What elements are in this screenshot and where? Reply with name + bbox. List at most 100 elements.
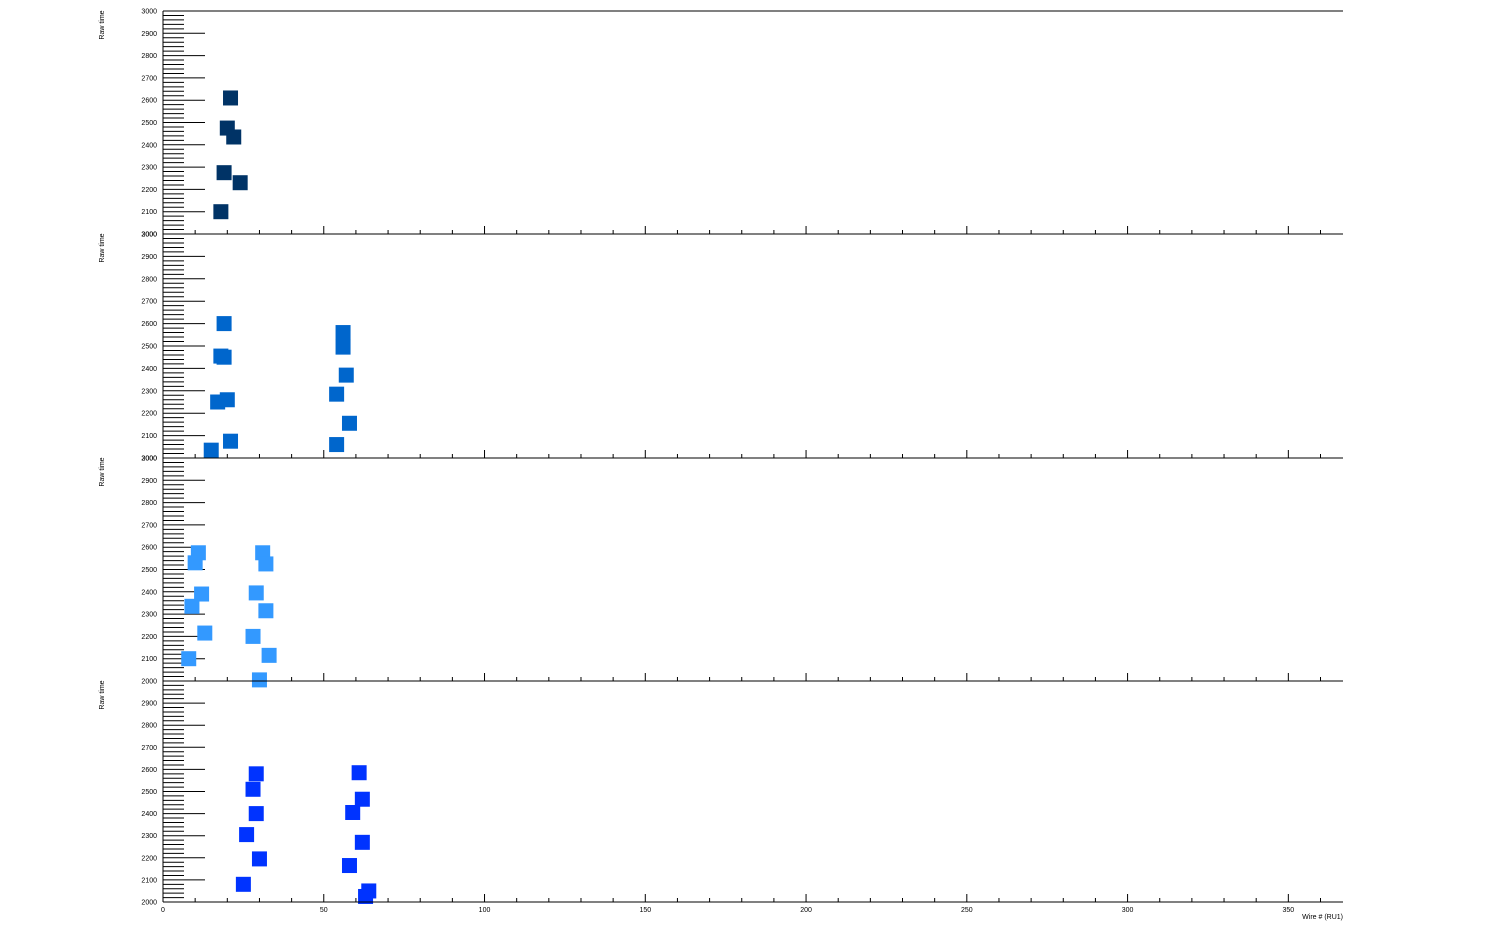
data-point — [351, 765, 367, 781]
y-tick-label: 3000 — [141, 232, 157, 239]
data-point — [226, 129, 242, 145]
data-point — [248, 766, 264, 782]
data-point — [216, 349, 232, 365]
y-tick-label: 2700 — [141, 299, 157, 306]
y-axis-label: Raw time — [99, 233, 106, 262]
data-point — [223, 433, 239, 449]
y-tick-label: 2800 — [141, 500, 157, 507]
data-point — [245, 781, 261, 797]
y-tick-label: 2000 — [141, 900, 157, 907]
y-tick-label: 2000 — [141, 679, 157, 686]
x-tick-label: 150 — [639, 907, 651, 914]
y-tick-label: 2200 — [141, 187, 157, 194]
y-tick-label: 2200 — [141, 634, 157, 641]
data-point — [213, 204, 229, 220]
y-axis-label: Raw time — [99, 10, 106, 39]
y-tick-label: 2100 — [141, 877, 157, 884]
y-tick-label: 2500 — [141, 120, 157, 127]
data-point — [341, 858, 357, 874]
data-point — [341, 415, 357, 431]
y-tick-label: 3000 — [141, 9, 157, 16]
data-point — [261, 647, 277, 663]
data-point — [251, 851, 267, 867]
data-point — [216, 316, 232, 332]
x-tick-label: 300 — [1122, 907, 1134, 914]
y-tick-label: 2800 — [141, 723, 157, 730]
data-point — [210, 394, 226, 410]
data-point — [329, 386, 345, 402]
data-point — [232, 175, 248, 191]
data-point — [338, 367, 354, 383]
y-tick-label: 2800 — [141, 53, 157, 60]
panel-2: 2000 2100 2200 2300 2400 2500 2600 2700 2800 2900… — [99, 232, 1343, 463]
y-tick-label: 2900 — [141, 31, 157, 38]
y-tick-label: 2100 — [141, 209, 157, 216]
y-tick-label: 2600 — [141, 321, 157, 328]
y-tick-label: 2300 — [141, 388, 157, 395]
x-tick-label: 200 — [800, 907, 812, 914]
data-point — [335, 339, 351, 355]
y-tick-label: 2800 — [141, 276, 157, 283]
x-tick-label: 250 — [961, 907, 973, 914]
y-tick-label: 2300 — [141, 165, 157, 172]
panel-4: 2000210022002300240025002600270028002900… — [99, 680, 1343, 921]
data-point — [223, 90, 239, 106]
data-point — [203, 442, 219, 458]
data-point — [187, 555, 203, 571]
data-point — [248, 806, 264, 822]
y-tick-label: 2300 — [141, 833, 157, 840]
data-point — [358, 888, 374, 904]
data-point — [197, 625, 213, 641]
y-tick-label: 2400 — [141, 811, 157, 818]
data-point — [235, 876, 251, 892]
y-tick-label: 2600 — [141, 98, 157, 105]
data-point — [251, 672, 267, 688]
y-axis-label: Raw time — [99, 457, 106, 486]
data-point — [181, 651, 197, 667]
y-tick-label: 2400 — [141, 142, 157, 149]
x-tick-label: 350 — [1282, 907, 1294, 914]
x-tick-label: 50 — [320, 907, 328, 914]
data-point — [194, 586, 210, 602]
y-tick-label: 2100 — [141, 656, 157, 663]
x-tick-label: 100 — [479, 907, 491, 914]
y-axis-label: Raw time — [99, 680, 106, 709]
data-point — [345, 804, 361, 820]
data-point — [354, 834, 370, 850]
y-tick-label: 2000 — [141, 232, 157, 239]
x-axis-label: Wire # (RU1) — [1302, 914, 1343, 921]
data-point — [248, 585, 264, 601]
panel-1: 2000 2100 2200 2300 2400 2500 2600 2700 2800 2900… — [99, 9, 1343, 239]
y-tick-label: 2200 — [141, 855, 157, 862]
y-tick-label: 2500 — [141, 789, 157, 796]
y-tick-label: 2400 — [141, 366, 157, 373]
y-tick-label: 2100 — [141, 433, 157, 440]
y-tick-label: 2500 — [141, 344, 157, 351]
panel-3: 2000 2100 2200 2300 2400 2500 2600 2700 2800 2900… — [99, 456, 1343, 688]
y-tick-label: 2700 — [141, 522, 157, 529]
data-point — [258, 603, 274, 619]
y-tick-label: 2900 — [141, 254, 157, 261]
x-tick-label: 0 — [161, 907, 165, 914]
data-point — [245, 628, 261, 644]
y-tick-label: 2900 — [141, 478, 157, 485]
y-tick-label: 2200 — [141, 411, 157, 418]
y-tick-label: 2400 — [141, 589, 157, 596]
y-tick-label: 2700 — [141, 75, 157, 82]
panels: 2000210022002300240025002600270028002900… — [99, 9, 1343, 921]
data-point — [216, 165, 232, 181]
data-point — [335, 325, 351, 341]
data-point — [329, 437, 345, 453]
y-tick-label: 2300 — [141, 612, 157, 619]
y-tick-label: 2000 — [141, 456, 157, 463]
y-tick-label: 2600 — [141, 767, 157, 774]
data-point — [354, 791, 370, 807]
data-point — [258, 556, 274, 572]
y-tick-label: 2700 — [141, 745, 157, 752]
y-tick-label: 2500 — [141, 567, 157, 574]
y-tick-label: 2900 — [141, 701, 157, 708]
y-tick-label: 3000 — [141, 456, 157, 463]
y-tick-label: 2600 — [141, 545, 157, 552]
data-point — [184, 598, 200, 614]
